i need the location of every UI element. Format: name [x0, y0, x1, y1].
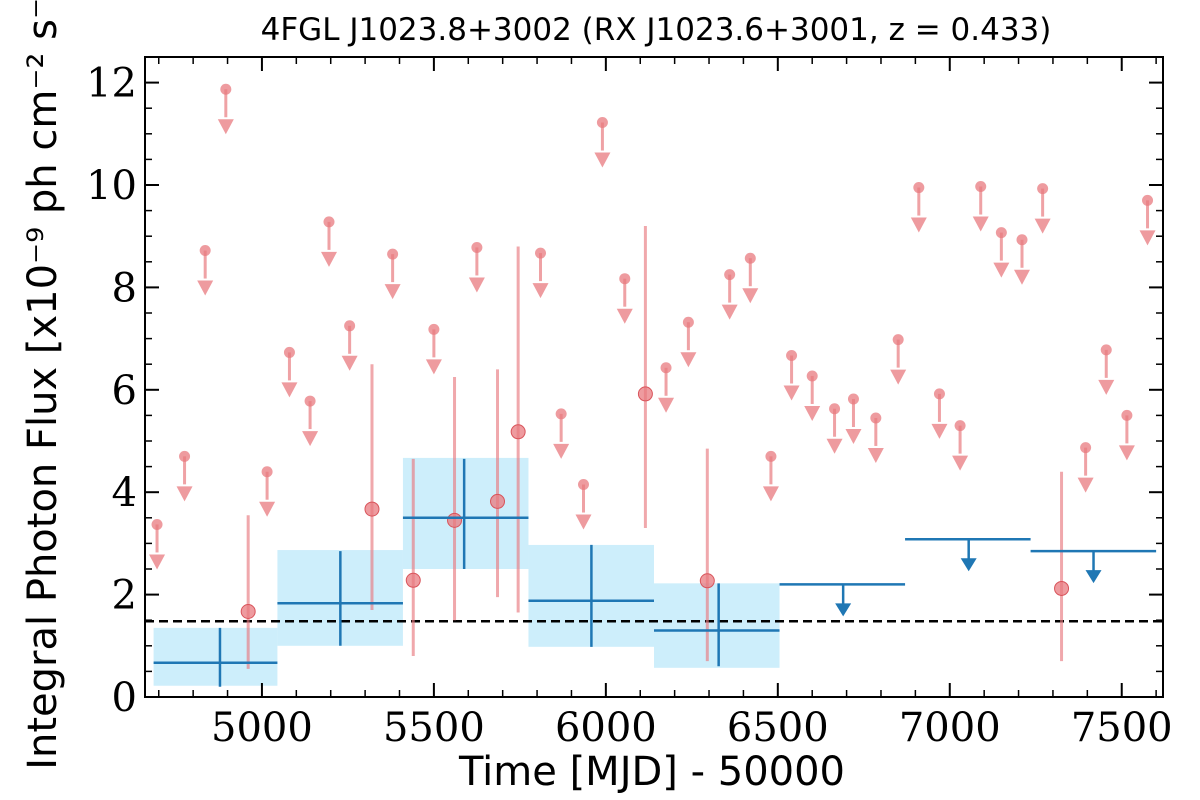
fine-upper-limit-arrow — [1077, 477, 1094, 493]
fine-upper-limit-arrow — [658, 397, 675, 413]
fine-upper-limit-arrow — [1139, 230, 1156, 246]
fine-upper-limit-arrow — [931, 423, 948, 439]
coarse-bin-layer — [153, 458, 1157, 687]
fine-upper-limit-arrow — [910, 217, 927, 233]
fine-data-point — [405, 572, 421, 588]
fine-upper-limit-arrow — [302, 431, 319, 447]
y-tick-label: 6 — [112, 368, 137, 414]
fine-upper-limit-arrow — [149, 554, 166, 570]
fine-upper-limit-arrow — [176, 486, 193, 502]
coarse-bin-band — [153, 627, 278, 686]
fine-upper-limit-arrow — [197, 280, 214, 296]
fine-upper-limit-arrow — [425, 359, 442, 375]
x-tick-label: 7000 — [899, 705, 1001, 751]
y-tick-label: 12 — [86, 61, 137, 107]
fine-data-point — [699, 573, 715, 589]
y-tick-label: 0 — [112, 675, 137, 721]
fine-upper-limit-arrow — [281, 382, 298, 398]
x-axis-title: Time [MJD] - 50000 — [458, 749, 845, 795]
fine-upper-limit-arrow — [721, 304, 738, 320]
fine-data-point — [240, 603, 256, 619]
fine-upper-limit-arrow — [1013, 269, 1030, 285]
fine-upper-limit-arrow — [384, 284, 401, 300]
fine-upper-limit-arrow — [217, 119, 234, 135]
y-tick-label: 2 — [112, 573, 137, 619]
chart-title: 4FGL J1023.8+3002 (RX J1023.6+3001, z = … — [261, 12, 1052, 48]
fine-upper-limit-arrow — [845, 429, 862, 445]
coarse-upper-limit-arrow — [960, 558, 977, 572]
fine-upper-limit-arrow — [867, 447, 884, 463]
fine-upper-limit-arrow — [783, 385, 800, 401]
fine-data-point — [364, 501, 380, 517]
fine-upper-limit-arrow — [532, 283, 549, 299]
x-tick-label: 6000 — [555, 705, 657, 751]
fine-data-point — [637, 386, 653, 402]
fine-upper-limit-arrow — [616, 308, 633, 324]
fine-bin-layer — [149, 83, 1156, 669]
fine-upper-limit-arrow — [826, 438, 843, 454]
fine-upper-limit-arrow — [320, 251, 337, 267]
coarse-bin-band — [402, 457, 529, 569]
fine-upper-limit-arrow — [890, 369, 907, 385]
fine-upper-limit-arrow — [341, 355, 358, 371]
x-tick-label: 6500 — [727, 705, 829, 751]
fine-upper-limit-arrow — [972, 216, 989, 232]
plot-frame — [144, 56, 1164, 698]
coarse-bin-band — [654, 583, 780, 668]
fine-upper-limit-arrow — [259, 501, 276, 517]
fine-upper-limit-arrow — [1098, 379, 1115, 395]
coarse-upper-limit-arrow — [1085, 570, 1102, 584]
fine-upper-limit-arrow — [468, 277, 485, 293]
fine-data-point — [490, 493, 506, 509]
fine-upper-limit-arrow — [680, 352, 697, 368]
axes-layer: 5000 5500 6000 6500 7000 7500 0 2 4 6 8 10 12 — [86, 56, 1173, 751]
fine-upper-limit-arrow — [952, 455, 969, 471]
fine-upper-limit-arrow — [594, 152, 611, 168]
fine-upper-limit-arrow — [1118, 445, 1135, 461]
fine-data-point — [1054, 580, 1070, 596]
fine-upper-limit-arrow — [742, 288, 759, 304]
x-tick-label: 5000 — [211, 705, 313, 751]
y-tick-label: 10 — [86, 163, 137, 209]
fine-upper-limit-arrow — [575, 514, 592, 530]
coarse-upper-limit-arrow — [835, 603, 852, 617]
y-tick-label: 4 — [112, 470, 137, 516]
fine-upper-limit-arrow — [553, 443, 570, 459]
fine-data-point — [510, 424, 526, 440]
y-tick-label: 8 — [112, 265, 137, 311]
fine-upper-limit-arrow — [1034, 218, 1051, 234]
fine-upper-limit-arrow — [993, 262, 1010, 278]
x-tick-label: 7500 — [1071, 705, 1173, 751]
fine-data-point — [447, 512, 463, 528]
y-axis-title: Integral Photon Flux [x10⁻⁹ ph cm⁻² s⁻¹] — [20, 0, 66, 770]
fine-upper-limit-arrow — [804, 405, 821, 421]
x-tick-label: 5500 — [383, 705, 485, 751]
fine-upper-limit-arrow — [762, 486, 779, 502]
